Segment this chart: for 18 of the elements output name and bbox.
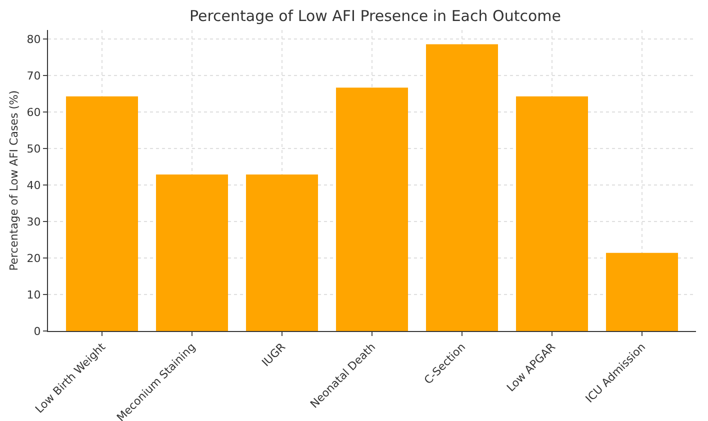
y-tick-label: 10 <box>26 288 41 302</box>
bar <box>606 252 678 331</box>
y-tick-label: 80 <box>26 32 41 46</box>
y-tick-label: 40 <box>26 178 41 192</box>
bar <box>246 174 318 331</box>
bar <box>426 44 498 331</box>
y-axis-title: Percentage of Low AFI Cases (%) <box>7 90 20 271</box>
y-tick-label: 50 <box>26 142 41 156</box>
y-tick-label: 70 <box>26 69 41 82</box>
bar <box>156 174 228 331</box>
bar <box>516 96 588 331</box>
y-tick-label: 30 <box>26 215 41 228</box>
chart-title: Percentage of Low AFI Presence in Each Outcome <box>189 7 561 26</box>
bar <box>336 88 408 331</box>
y-tick-label: 0 <box>34 324 41 338</box>
y-tick-label: 60 <box>26 106 41 119</box>
bar <box>66 96 138 331</box>
y-tick-label: 20 <box>26 252 41 265</box>
